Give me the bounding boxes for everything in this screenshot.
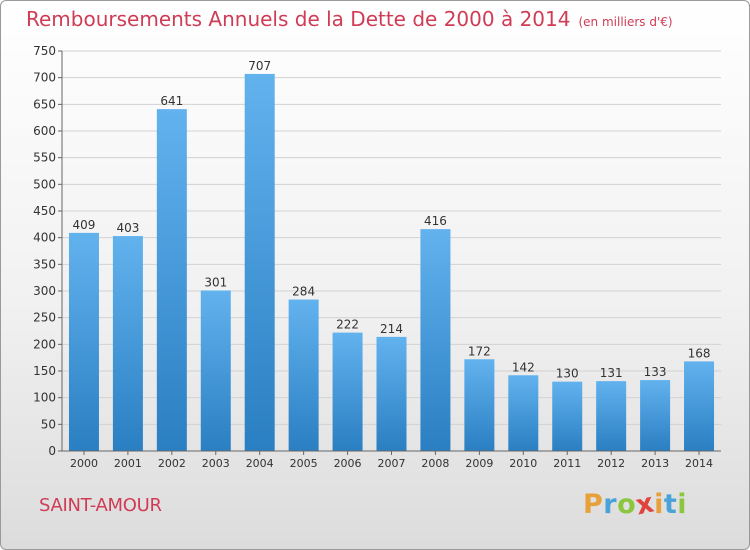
x-tick-label: 2014 bbox=[685, 457, 713, 470]
x-tick-label: 2012 bbox=[597, 457, 625, 470]
x-tick-label: 2000 bbox=[70, 457, 98, 470]
x-tick-label: 2006 bbox=[334, 457, 362, 470]
bar bbox=[640, 380, 671, 451]
data-label: 403 bbox=[116, 221, 139, 235]
bar-layer: 409 403 641 301 707 284 222 214 416 172 142 130 131 1… bbox=[68, 59, 715, 451]
bar bbox=[200, 290, 231, 451]
data-label: 222 bbox=[336, 318, 359, 332]
y-tick-label: 650 bbox=[33, 97, 56, 111]
logo-letter: o bbox=[617, 489, 637, 520]
x-tick-label: 2009 bbox=[465, 457, 493, 470]
data-label: 130 bbox=[556, 367, 579, 381]
y-tick-label: 300 bbox=[33, 284, 56, 298]
data-label: 301 bbox=[204, 275, 227, 289]
logo-letter: r bbox=[603, 489, 618, 520]
bar bbox=[420, 229, 451, 451]
bar bbox=[684, 361, 715, 451]
data-label: 284 bbox=[292, 285, 315, 299]
y-tick-label: 500 bbox=[33, 177, 56, 191]
y-tick-label: 50 bbox=[41, 417, 56, 431]
chart-unit: (en milliers d'€) bbox=[578, 15, 673, 29]
data-label: 142 bbox=[512, 360, 535, 374]
bar bbox=[68, 232, 99, 451]
x-tick-label: 2003 bbox=[202, 457, 230, 470]
data-label: 214 bbox=[380, 322, 403, 336]
x-tick-label: 2005 bbox=[290, 457, 318, 470]
y-tick-label: 700 bbox=[33, 71, 56, 85]
data-label: 641 bbox=[160, 94, 183, 108]
bar bbox=[156, 109, 187, 451]
y-tick-label: 250 bbox=[33, 311, 56, 325]
data-label: 409 bbox=[73, 218, 96, 232]
data-label: 131 bbox=[600, 366, 623, 380]
x-tick-label: 2008 bbox=[421, 457, 449, 470]
y-tick-label: 350 bbox=[33, 257, 56, 271]
axis-layer: 0 50 100 150 200 250 300 350 400 450 500 550 600 650 7… bbox=[33, 44, 721, 470]
bar bbox=[332, 332, 363, 451]
logo-letter: t bbox=[663, 489, 678, 520]
x-tick-label: 2010 bbox=[509, 457, 537, 470]
logo-letter: i bbox=[677, 489, 688, 520]
chart-title: Remboursements Annuels de la Dette de 20… bbox=[26, 7, 673, 31]
x-tick-label: 2013 bbox=[641, 457, 669, 470]
x-tick-label: 2001 bbox=[114, 457, 142, 470]
logo-letter: P bbox=[583, 489, 604, 520]
y-tick-label: 100 bbox=[33, 391, 56, 405]
logo-letter: i bbox=[654, 489, 664, 520]
data-label: 172 bbox=[468, 344, 491, 358]
data-label: 168 bbox=[688, 346, 711, 360]
bar bbox=[112, 236, 143, 451]
x-tick-label: 2004 bbox=[246, 457, 274, 470]
y-tick-label: 750 bbox=[33, 44, 56, 58]
y-tick-label: 600 bbox=[33, 124, 56, 138]
chart-title-text: Remboursements Annuels de la Dette de 20… bbox=[26, 7, 571, 31]
y-tick-label: 150 bbox=[33, 364, 56, 378]
bar bbox=[464, 359, 495, 451]
bar bbox=[552, 381, 583, 451]
data-label: 707 bbox=[248, 59, 271, 73]
x-tick-label: 2007 bbox=[378, 457, 406, 470]
y-tick-label: 550 bbox=[33, 151, 56, 165]
bar bbox=[288, 299, 319, 451]
y-tick-label: 200 bbox=[33, 337, 56, 351]
data-label: 416 bbox=[424, 214, 447, 228]
y-tick-label: 400 bbox=[33, 231, 56, 245]
bar bbox=[244, 73, 275, 451]
proxiti-logo[interactable]: Proxiti bbox=[583, 487, 688, 521]
x-tick-label: 2002 bbox=[158, 457, 186, 470]
x-tick-label: 2011 bbox=[553, 457, 581, 470]
commune-name: SAINT-AMOUR bbox=[39, 495, 162, 516]
bar bbox=[376, 336, 407, 451]
y-tick-label: 0 bbox=[48, 444, 56, 458]
y-tick-label: 450 bbox=[33, 204, 56, 218]
bar bbox=[596, 381, 627, 451]
data-label: 133 bbox=[644, 365, 667, 379]
bar bbox=[508, 375, 539, 451]
